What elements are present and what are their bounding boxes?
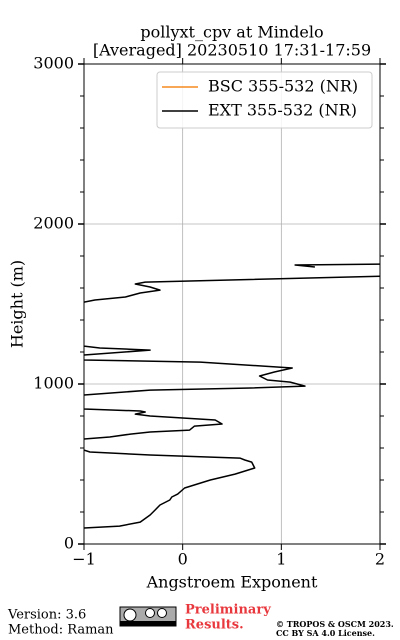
grid [83,63,381,545]
x-tick-label: 0 [178,550,188,569]
series-line [84,263,380,529]
version-text: Version: 3.6 [7,608,86,623]
preliminary-text: Results. [185,618,244,633]
y-tick-label: 3000 [33,54,74,73]
legend-label: EXT 355-532 (NR) [208,101,357,120]
y-tick-label: 2000 [33,214,74,233]
x-tick-label: 1 [276,550,286,569]
y-tick-label: 0 [64,534,74,553]
axes-frame [83,63,381,545]
legend: BSC 355-532 (NR) EXT 355-532 (NR) [162,77,358,120]
y-tick-label: 1000 [33,374,74,393]
plot-area [84,263,380,529]
x-tick-label: −1 [72,550,96,569]
copyright-text: CC BY SA 4.0 License. [276,628,375,638]
cc-logo [119,606,177,627]
chart-subtitle: [Averaged] 20230510 17:31-17:59 [93,41,371,60]
preliminary-text: Preliminary [185,603,271,618]
chart-title: pollyxt_cpv at Mindelo [140,23,323,42]
x-tick-label: 2 [375,550,385,569]
legend-label: BSC 355-532 (NR) [208,77,358,96]
method-text: Method: Raman [8,623,114,638]
x-axis-label: Angstroem Exponent [146,573,318,592]
legend-box [156,71,373,129]
y-axis-label: Height (m) [8,260,27,348]
copyright-text: © TROPOS & OSCM 2023. [276,619,394,629]
